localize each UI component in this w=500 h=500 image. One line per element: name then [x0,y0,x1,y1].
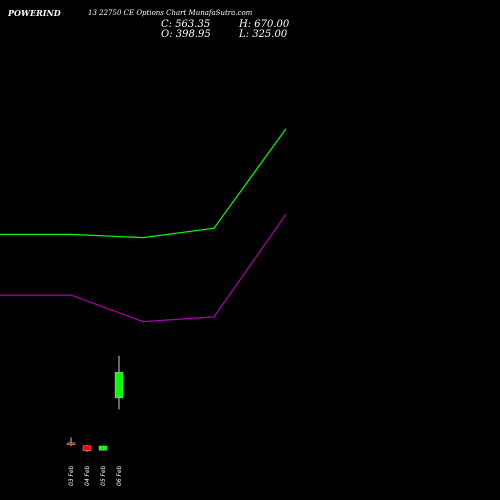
x-tick-label: 03 Feb [68,465,75,486]
low-value: L: 325.00 [239,29,288,40]
candle-up [98,445,108,451]
high-value: H: 670.00 [239,19,290,30]
candle-down [82,445,92,451]
x-tick-label: 05 Feb [100,465,107,486]
candle-down [66,442,76,445]
x-tick-label: 06 Feb [116,465,123,486]
lower-band-line [0,213,287,323]
chart-subtitle: 13 22750 CE Options Chart MunafaSutra.co… [88,9,253,17]
open-value: O: 398.95 [161,29,211,40]
x-tick-label: 04 Feb [84,465,91,486]
candle-up [114,372,124,399]
chart-symbol: POWERIND [8,8,61,18]
close-value: C: 563.35 [161,19,211,30]
upper-band-line [0,128,287,239]
